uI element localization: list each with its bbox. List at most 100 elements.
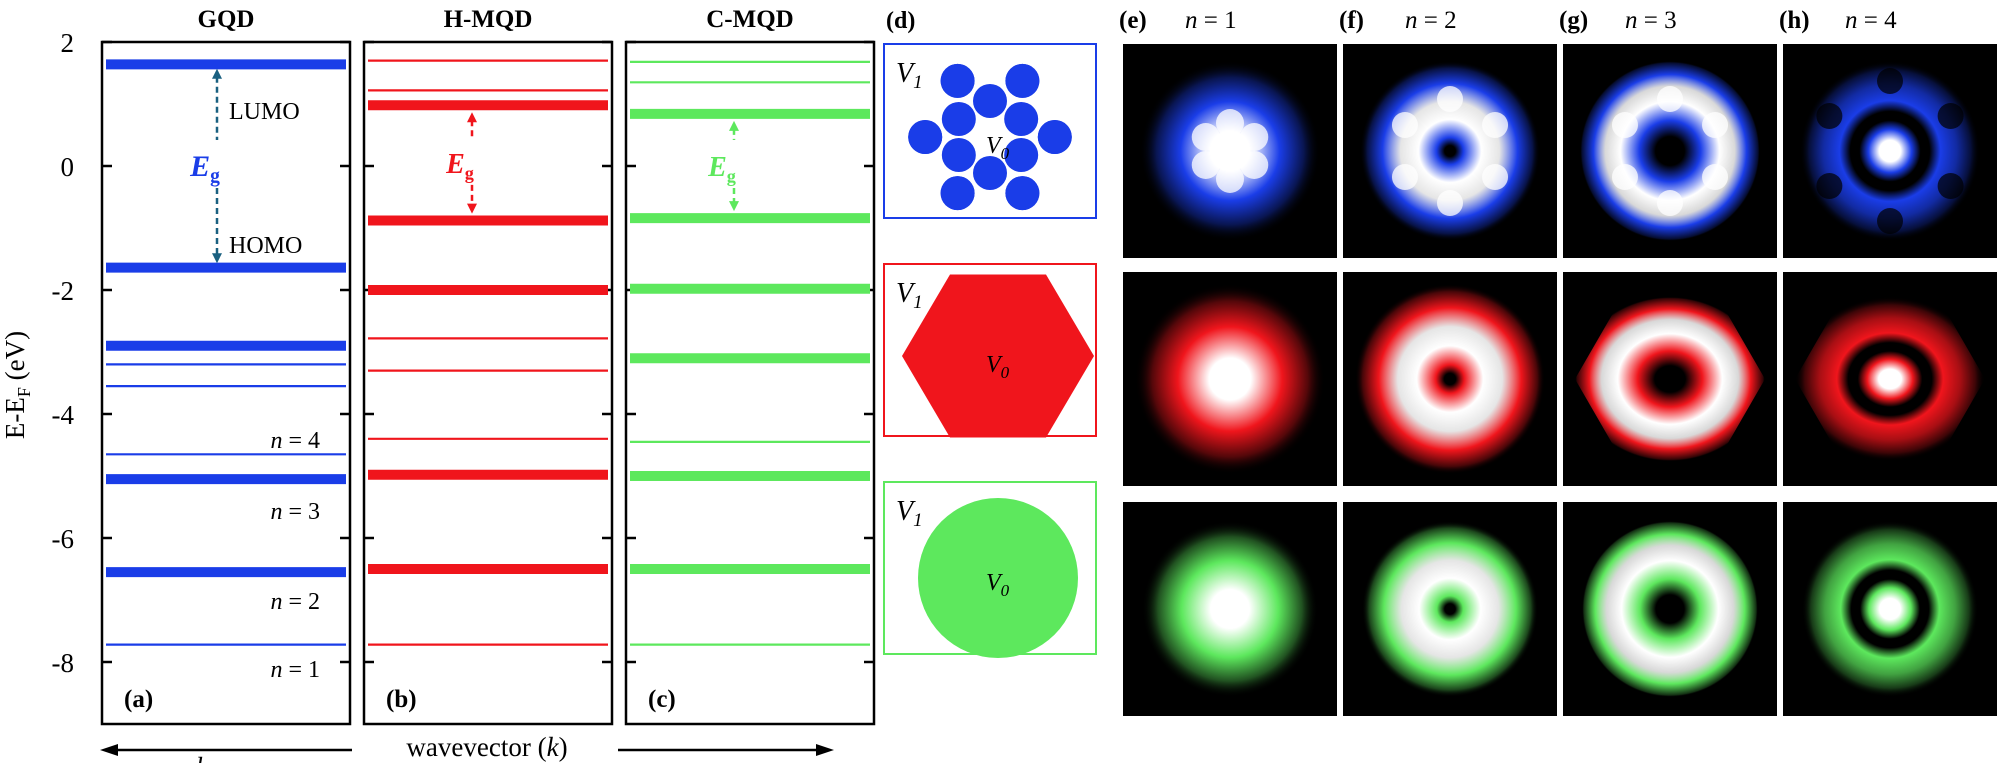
v1-sub: 1 xyxy=(913,510,923,531)
n-label: n = 4 xyxy=(270,428,320,454)
gap-arrowhead-bottom xyxy=(212,253,222,264)
n-label: n = 2 xyxy=(270,589,320,615)
density-lobe xyxy=(1437,86,1463,112)
energy-panel-cmqd: C-MQD (c) xyxy=(624,6,876,726)
density-lobe xyxy=(1702,112,1729,138)
x-axis-partial-k: k xyxy=(196,752,209,763)
panel-tag-hmqd: (b) xyxy=(386,686,417,713)
x-axis-label: wavevector (k) xyxy=(406,732,567,762)
probability-density xyxy=(1800,61,1980,241)
panel-tag-e: (e) xyxy=(1119,7,1147,34)
density-lobe xyxy=(1657,86,1683,112)
x-axis-label-text: wavevector ( xyxy=(406,732,546,762)
v0-main: V xyxy=(986,133,1003,159)
probability-density xyxy=(1795,296,1985,462)
n-symbol: n xyxy=(270,657,282,683)
density-lobe xyxy=(1611,112,1638,138)
x-axis-label-k: k xyxy=(547,732,560,762)
probability-density xyxy=(1360,61,1540,241)
v1-main: V xyxy=(896,278,916,309)
y-axis-label: E-EF (eV) xyxy=(0,331,34,439)
density-lobe xyxy=(1482,164,1509,190)
y-tick-label: -8 xyxy=(52,648,75,678)
gap-arrowhead-bottom xyxy=(467,203,477,214)
y-tick-label: -4 xyxy=(52,400,75,430)
y-tick-labels: 2 0 -2 -4 -6 -8 xyxy=(52,28,75,678)
homo-label: HOMO xyxy=(229,233,302,259)
density-lobe xyxy=(1702,164,1729,190)
x-axis-label-close: ) xyxy=(559,732,568,762)
n-label: n = 1 xyxy=(270,657,320,683)
gap-label-sub: g xyxy=(210,166,220,187)
lumo-label: LUMO xyxy=(229,99,300,125)
v0-sub: 0 xyxy=(1001,144,1010,163)
y-tick-label: 2 xyxy=(61,28,75,58)
gap-arrowhead-top xyxy=(212,68,222,79)
gap-label-sub: g xyxy=(727,166,736,186)
wavefunction-hmqd-n4 xyxy=(1783,272,1997,486)
density-lobe xyxy=(1240,151,1269,179)
wavefunction-maps: (e) n = 1 (f) n = 2 (g) n = 3 (h) n = 4 xyxy=(1119,7,1997,716)
y-tick-label: 0 xyxy=(61,152,75,182)
density-lobe xyxy=(1877,208,1903,234)
density-lobe xyxy=(1437,190,1463,216)
gap-arrowhead-bottom xyxy=(729,201,739,212)
v1-sub: 1 xyxy=(913,292,923,313)
gap-arrowhead-top xyxy=(467,112,477,123)
density-lobe xyxy=(1877,68,1903,94)
density-lobe xyxy=(1191,123,1220,151)
density-lobe xyxy=(1216,165,1244,193)
v1-sub: 1 xyxy=(913,72,923,93)
lattice-atom xyxy=(940,176,975,211)
band-gap-labels: Eg Eg Eg xyxy=(189,68,739,264)
hexagon-well xyxy=(902,274,1094,438)
column-n-label: n = 3 xyxy=(1625,7,1677,34)
v1-label: V1 xyxy=(896,58,923,93)
n-symbol: n xyxy=(1185,7,1198,34)
x-arrow-right-head xyxy=(816,744,834,756)
lattice-atom xyxy=(941,102,976,136)
density-lobe xyxy=(1816,103,1843,129)
column-n-label: n = 4 xyxy=(1845,7,1897,34)
x-arrow-left-head xyxy=(100,744,118,756)
wavefunction-cmqd-n3 xyxy=(1563,502,1777,716)
panel-frame-cmqd xyxy=(624,40,876,726)
panel-frame-hmqd xyxy=(362,40,614,726)
gap-label: Eg xyxy=(445,149,474,183)
wavefunction-cmqd-n1 xyxy=(1123,502,1337,716)
lattice-atom xyxy=(941,138,976,172)
n-symbol: n xyxy=(1625,7,1638,34)
v0-label: V0 xyxy=(986,133,1010,163)
gap-label-sub: g xyxy=(465,163,474,183)
n-value: = 1 xyxy=(1198,7,1237,34)
gap-label: Eg xyxy=(189,150,220,187)
v1-main: V xyxy=(896,496,916,527)
band-gap-gqd: Eg xyxy=(189,68,222,264)
v1-label: V1 xyxy=(896,496,923,531)
density-lobe xyxy=(1391,164,1418,190)
density-lobe xyxy=(1391,112,1418,138)
wavefunction-hmqd-n2 xyxy=(1343,272,1557,486)
wavefunction-gqd-n2 xyxy=(1343,44,1557,258)
panel-tag-cmqd: (c) xyxy=(648,686,676,713)
density-lobe xyxy=(1240,123,1269,151)
y-axis-label-sub: F xyxy=(14,387,34,397)
y-tick-label: -2 xyxy=(52,276,75,306)
density-lobe xyxy=(1657,190,1683,216)
column-n-label: n = 1 xyxy=(1185,7,1237,34)
n-value: = 2 xyxy=(1418,7,1457,34)
n-value: = 3 xyxy=(282,499,320,525)
n-symbol: n xyxy=(270,589,282,615)
n-value: = 1 xyxy=(282,657,320,683)
probability-density xyxy=(1135,284,1325,474)
n-symbol: n xyxy=(270,499,282,525)
panel-tag-h: (h) xyxy=(1779,7,1810,34)
panel-title-gqd: GQD xyxy=(198,6,255,33)
gap-label-main: E xyxy=(189,150,210,183)
v0-label: V0 xyxy=(986,352,1010,382)
wavefunction-cmqd-n4 xyxy=(1783,502,1997,716)
probability-density xyxy=(1142,521,1318,697)
probability-density xyxy=(1580,61,1760,241)
